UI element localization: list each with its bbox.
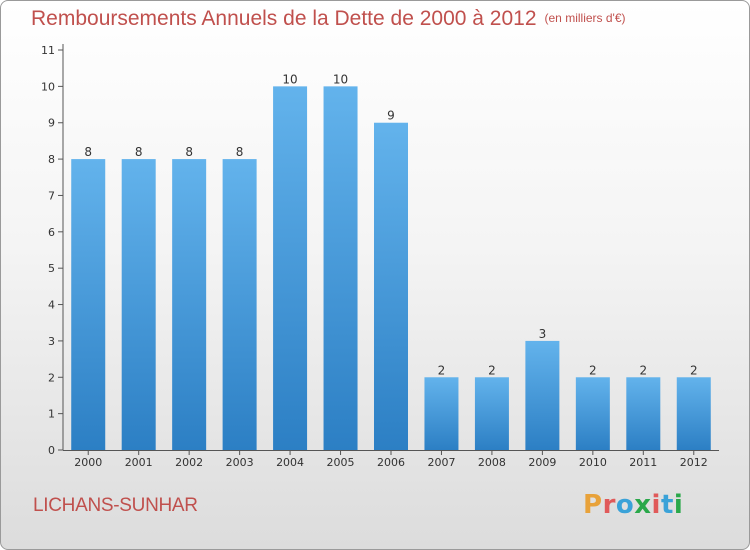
logo-letter: i — [673, 490, 684, 520]
y-tick-label: 0 — [48, 444, 55, 457]
bar — [424, 377, 459, 450]
x-tick-label: 2009 — [528, 456, 556, 469]
logo-letter: r — [602, 490, 616, 520]
axes: 0 1 2 3 4 5 6 7 8 9 10 11 2000 2001 2002 2003 2004 2005 20… — [41, 44, 719, 469]
bar — [172, 159, 207, 450]
bar-value-label: 2 — [690, 363, 698, 377]
bar — [575, 377, 610, 450]
bar — [374, 122, 408, 451]
bar-value-label: 10 — [282, 72, 297, 86]
logo-letter: o — [615, 490, 635, 520]
bar-value-label: 8 — [185, 145, 193, 159]
bar — [323, 86, 358, 450]
bar-value-label: 9 — [387, 109, 395, 123]
bar-value-label: 8 — [84, 145, 92, 159]
logo-letter: x — [634, 490, 652, 520]
chart-subtitle: (en milliers d'€) — [544, 11, 626, 25]
chart-title-text: Remboursements Annuels de la Dette de 20… — [31, 7, 537, 30]
bar-value-label: 2 — [488, 363, 496, 377]
x-tick-label: 2008 — [478, 456, 506, 469]
bar-value-label: 8 — [236, 145, 244, 159]
y-tick-label: 3 — [48, 335, 55, 348]
x-tick-label: 2004 — [276, 456, 304, 469]
x-tick-label: 2007 — [427, 456, 455, 469]
logo-letter: P — [583, 490, 603, 520]
y-tick-label: 1 — [48, 408, 55, 421]
bar — [626, 377, 661, 450]
logo-letter: t — [660, 490, 674, 520]
bar — [676, 377, 711, 450]
commune-name: LICHANS-SUNHAR — [33, 495, 198, 516]
x-tick-label: 2005 — [327, 456, 355, 469]
bar — [525, 340, 560, 450]
bar-value-label: 2 — [589, 363, 597, 377]
bar — [474, 377, 509, 450]
bar — [273, 86, 308, 450]
x-tick-label: 2001 — [125, 456, 153, 469]
y-tick-label: 9 — [48, 117, 55, 130]
bar-value-label: 3 — [539, 327, 547, 341]
chart-title: Remboursements Annuels de la Dette de 20… — [31, 7, 626, 31]
proxiti-logo: Proxiti — [583, 490, 683, 520]
x-tick-label: 2012 — [680, 456, 708, 469]
bar-value-label: 2 — [438, 363, 446, 377]
y-tick-label: 11 — [41, 44, 55, 57]
bar-value-label: 8 — [135, 145, 143, 159]
bar-value-label: 10 — [333, 72, 348, 86]
y-tick-label: 10 — [41, 80, 55, 93]
y-tick-label: 8 — [48, 153, 55, 166]
y-tick-label: 5 — [48, 262, 55, 275]
x-tick-label: 2002 — [175, 456, 203, 469]
y-tick-label: 2 — [48, 371, 55, 384]
x-tick-label: 2010 — [579, 456, 607, 469]
x-tick-label: 2000 — [74, 456, 102, 469]
bar-value-label: 2 — [639, 363, 647, 377]
y-tick-label: 7 — [48, 189, 55, 202]
y-tick-label: 4 — [48, 299, 55, 312]
bar — [222, 159, 257, 450]
bar — [71, 159, 106, 450]
x-tick-label: 2011 — [629, 456, 657, 469]
bars: 8 8 8 8 10 10 9 2 2 3 2 2 2 — [71, 72, 711, 451]
x-tick-label: 2003 — [226, 456, 254, 469]
y-tick-label: 6 — [48, 226, 55, 239]
bar — [121, 159, 156, 450]
logo-letter: i — [651, 490, 661, 520]
x-tick-label: 2006 — [377, 456, 405, 469]
